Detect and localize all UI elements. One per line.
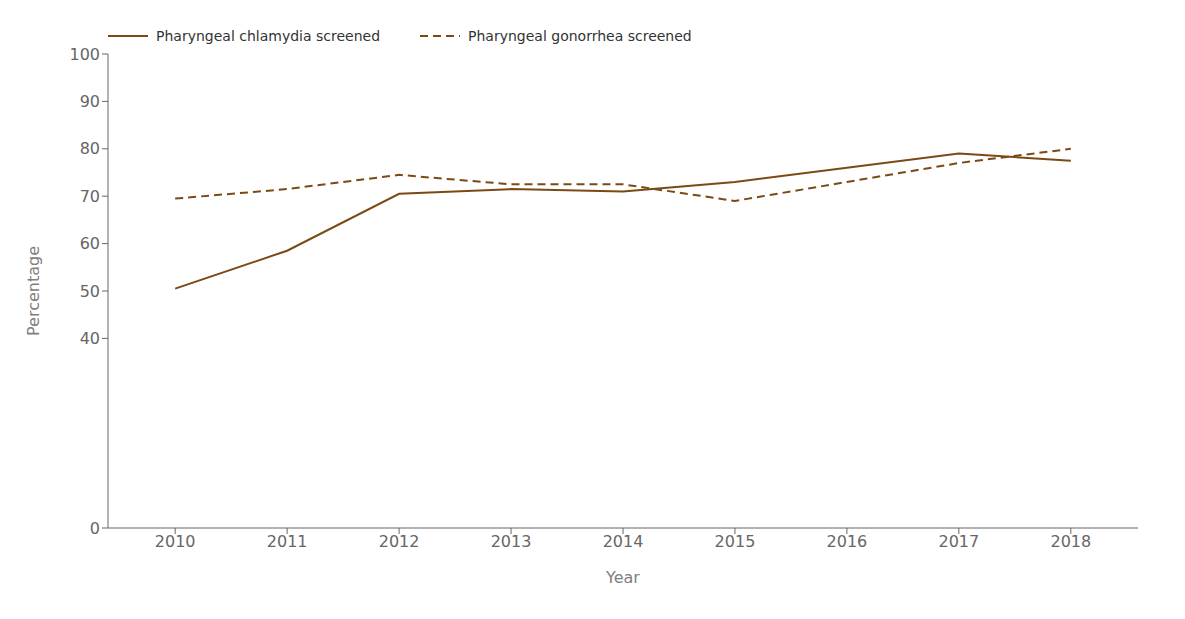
svg-text:80: 80 [80, 139, 100, 158]
svg-text:2014: 2014 [603, 532, 644, 551]
svg-text:2010: 2010 [155, 532, 196, 551]
svg-text:2017: 2017 [939, 532, 980, 551]
svg-text:40: 40 [80, 329, 100, 348]
svg-text:0: 0 [90, 519, 100, 538]
svg-text:70: 70 [80, 187, 100, 206]
html-text:Pharyngeal chlamydia screened: Pharyngeal chlamydia screened [156, 28, 380, 44]
svg-text:2018: 2018 [1050, 532, 1091, 551]
svg-text:100: 100 [69, 45, 100, 64]
svg-text:2013: 2013 [491, 532, 532, 551]
svg-text:90: 90 [80, 92, 100, 111]
svg-text:50: 50 [80, 282, 100, 301]
svg-text:2015: 2015 [715, 532, 756, 551]
svg-text:Percentage: Percentage [24, 246, 43, 336]
svg-text:2016: 2016 [827, 532, 868, 551]
svg-text:Year: Year [605, 568, 640, 587]
svg-text:60: 60 [80, 234, 100, 253]
svg-text:2012: 2012 [379, 532, 420, 551]
html-text:Pharyngeal gonorrhea screened: Pharyngeal gonorrhea screened [468, 28, 692, 44]
svg-text:2011: 2011 [267, 532, 308, 551]
